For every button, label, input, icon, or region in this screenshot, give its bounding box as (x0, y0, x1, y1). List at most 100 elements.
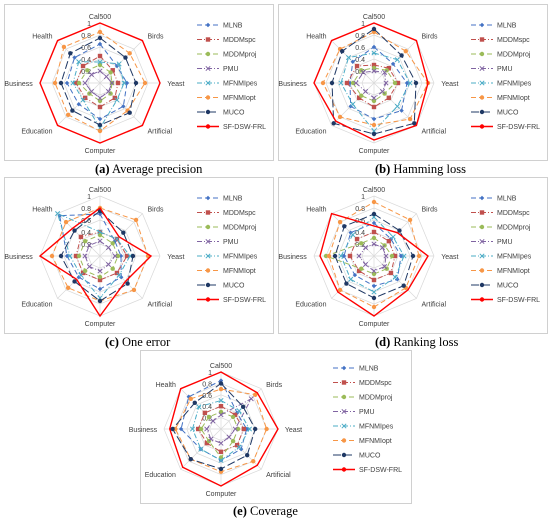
data-point-MDDMproj (392, 80, 398, 86)
data-point-MFNMIopt (97, 128, 103, 134)
caption-c: (c) One error (105, 335, 171, 349)
legend-marker (341, 438, 347, 443)
tick-label: 0.6 (202, 393, 212, 400)
data-point-MDDMproj (82, 268, 88, 274)
legend-marker (479, 224, 485, 230)
data-point-MLNB (347, 80, 353, 86)
data-point-MDDMspc (354, 63, 360, 69)
data-point-MDDMspc (80, 63, 86, 69)
data-point-PMU (103, 74, 109, 80)
axis-label: Health (32, 206, 52, 213)
data-point-MFNMIopt (320, 80, 326, 86)
data-point-MFNMIopt (251, 459, 256, 464)
axis-label: Yeast (167, 254, 184, 261)
axis-label: Business (4, 81, 33, 88)
data-point-MDDMspc (344, 80, 350, 86)
data-point-MDDMspc (356, 268, 362, 274)
data-point-MFNMIpes (394, 103, 400, 109)
legend-label: MDDMspc (223, 210, 256, 217)
legend-marker (341, 408, 347, 415)
data-point-MFNMIopt (188, 396, 193, 401)
data-point-MFNMIpes (116, 272, 122, 278)
radar-chart-c: 0.20.40.60.81Cal500BirdsYeastArtificialC… (4, 187, 266, 328)
legend-marker (205, 297, 211, 302)
data-point-MDDMspc (354, 236, 360, 242)
data-point-MDDMproj (82, 238, 88, 244)
legend-label: MDDMproj (223, 52, 257, 59)
series-line-SF-DSW-FRL (39, 22, 161, 144)
data-point-PMU (383, 80, 389, 86)
data-point-MFNMIpes (97, 229, 103, 235)
data-point-PMU (371, 241, 377, 247)
data-point-MUCO (342, 224, 347, 229)
data-point-MUCO (399, 53, 404, 58)
axis-label: Health (306, 206, 326, 213)
axis-label: Artificial (422, 302, 447, 309)
axis-label: Business (129, 427, 158, 434)
radar-chart-b: 0.20.40.60.81Cal500BirdsYeastArtificialC… (278, 14, 540, 155)
legend-marker (205, 124, 211, 129)
legend-marker (341, 394, 347, 400)
axis-label: Yeast (167, 81, 184, 88)
chart-panel-c: 0.2 0.4 0.6 0.8 1 Cal500 Birds Yeast Artificial C… (4, 177, 274, 334)
data-point-MFNMIpes (114, 97, 120, 103)
axis-label: Yeast (285, 427, 302, 434)
tick-label: 0.2 (81, 242, 91, 249)
data-point-MDDMspc (97, 104, 103, 110)
tick-label: 0.8 (355, 33, 365, 40)
legend-label: MLNB (223, 23, 243, 30)
axis-label: Cal500 (89, 187, 111, 194)
data-point-MUCO (412, 121, 417, 126)
legend-label: MFNMIopt (359, 438, 392, 445)
data-point-MFNMIpes (246, 426, 253, 432)
series-line-MFNMIpes (340, 216, 405, 293)
data-point-MFNMIpes (350, 101, 356, 107)
data-point-MLNB (244, 426, 249, 432)
legend-marker (479, 297, 485, 302)
data-point-MUCO (58, 253, 64, 259)
data-point-MDDMspc (386, 238, 392, 244)
legend-label: MLNB (359, 366, 379, 373)
axis-label: Cal500 (89, 14, 111, 21)
data-point-MUCO (371, 131, 377, 137)
data-point-PMU (356, 253, 362, 259)
data-point-MFNMIopt (337, 114, 343, 120)
data-point-MUCO (331, 121, 336, 126)
legend-marker (205, 80, 211, 86)
data-point-MDDMspc (202, 410, 208, 416)
data-point-MUCO (413, 80, 419, 86)
legend-label: MDDMproj (497, 225, 531, 232)
data-point-MUCO (133, 80, 139, 86)
data-point-PMU (379, 88, 386, 95)
data-point-MUCO (244, 452, 250, 458)
caption-d: (d) Ranking loss (375, 335, 459, 349)
data-point-PMU (105, 244, 112, 251)
data-point-PMU (218, 440, 224, 446)
data-point-MFNMIpes (196, 404, 202, 410)
tick-label: 1 (361, 194, 365, 201)
data-point-PMU (97, 238, 103, 244)
axis-label: Birds (266, 382, 282, 389)
axis-label: Cal500 (363, 187, 385, 194)
data-point-PMU (218, 412, 224, 418)
data-point-MLNB (398, 253, 404, 259)
legend-label: PMU (497, 239, 513, 246)
legend-label: MLNB (497, 196, 517, 203)
axis-label: Cal500 (363, 14, 385, 21)
data-point-MDDMproj (206, 414, 212, 420)
data-point-MFNMIopt (337, 287, 343, 293)
data-point-MDDMproj (371, 65, 377, 71)
series-line-MDDMspc (349, 231, 396, 281)
legend-marker (479, 37, 485, 42)
data-point-PMU (362, 244, 369, 251)
axis-label: Computer (85, 321, 116, 328)
data-point-MUCO (397, 228, 402, 233)
legend-marker (479, 238, 485, 245)
data-point-MFNMIpes (78, 272, 84, 278)
radar-chart-d: 0.20.40.60.81Cal500BirdsYeastArtificialC… (278, 187, 540, 328)
data-point-MFNMIpes (371, 289, 377, 295)
legend-label: SF-DSW-FRL (223, 124, 266, 131)
legend-marker (479, 253, 485, 259)
data-point-MDDMproj (359, 241, 364, 246)
axis-label: Business (278, 254, 307, 261)
